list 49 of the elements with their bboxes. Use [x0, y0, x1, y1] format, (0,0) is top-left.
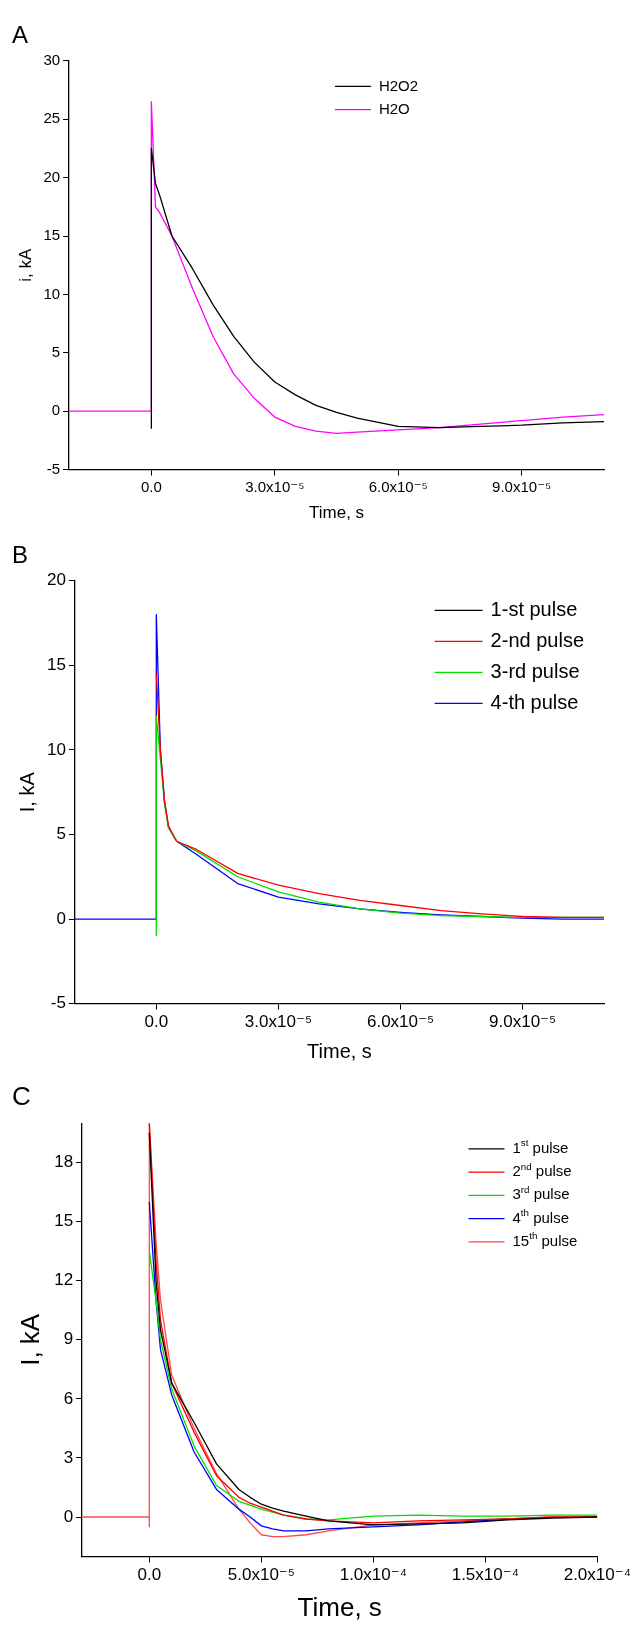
y-tick-label: 10 — [43, 284, 61, 302]
y-tick-label: 0 — [56, 908, 66, 928]
y-tick-label: 3 — [63, 1447, 74, 1467]
y-tick-label: 15 — [46, 655, 66, 675]
legend-label: 4-th pulse — [490, 690, 579, 713]
chart-title: B — [12, 541, 29, 569]
chart-title: C — [12, 1080, 31, 1111]
chart-title: A — [12, 21, 29, 49]
y-tick-label: 0 — [51, 401, 61, 419]
x-axis-title: Time, s — [307, 1039, 372, 1062]
y-tick-label: 15 — [54, 1211, 74, 1231]
x-tick-label: 2.0x10⁻⁴ — [563, 1565, 631, 1585]
x-tick-label: 3.0x10⁻⁵ — [244, 1012, 312, 1032]
x-tick-label: 6.0x10⁻⁵ — [366, 1012, 435, 1032]
x-tick-label: 5.0x10⁻⁵ — [227, 1565, 295, 1585]
y-tick-label: 25 — [43, 109, 61, 127]
x-tick-label: 1.0x10⁻⁴ — [339, 1565, 407, 1585]
y-tick-label: 18 — [54, 1152, 74, 1172]
x-axis-title: Time, s — [309, 503, 365, 523]
legend-label: 2-nd pulse — [490, 628, 585, 651]
y-tick-label: 30 — [43, 50, 61, 68]
x-tick-label: 0.0 — [137, 1565, 162, 1585]
y-tick-label: 5 — [51, 342, 61, 360]
legend-label: H2O2 — [378, 76, 419, 94]
y-axis-title: i, kA — [15, 248, 35, 282]
y-tick-label: 5 — [56, 824, 66, 844]
x-tick-label: 0.0 — [140, 477, 162, 495]
y-tick-label: 9 — [63, 1329, 74, 1349]
y-axis-title: I, kA — [14, 1313, 45, 1366]
x-tick-label: 3.0x10⁻⁵ — [245, 477, 305, 495]
legend-label: 3-rd pulse — [490, 659, 580, 682]
y-tick-label: -5 — [50, 993, 66, 1013]
y-tick-label: 15 — [43, 226, 61, 244]
x-tick-label: 0.0 — [144, 1012, 169, 1032]
x-axis-title: Time, s — [297, 1591, 382, 1622]
y-tick-label: 12 — [54, 1270, 74, 1290]
y-axis-title: I, kA — [15, 771, 38, 813]
legend-label: 1-st pulse — [490, 597, 578, 620]
y-tick-label: 0 — [63, 1506, 74, 1526]
x-tick-label: 6.0x10⁻⁵ — [368, 477, 428, 495]
x-tick-label: 9.0x10⁻⁵ — [492, 477, 552, 495]
y-tick-label: 20 — [43, 167, 61, 185]
legend-label: H2O — [378, 99, 410, 117]
y-tick-label: -5 — [46, 459, 61, 477]
y-tick-label: 6 — [63, 1388, 74, 1408]
y-tick-label: 10 — [46, 739, 66, 759]
x-tick-label: 1.5x10⁻⁴ — [451, 1565, 519, 1585]
x-tick-label: 9.0x10⁻⁵ — [489, 1012, 557, 1032]
y-tick-label: 20 — [46, 570, 66, 590]
